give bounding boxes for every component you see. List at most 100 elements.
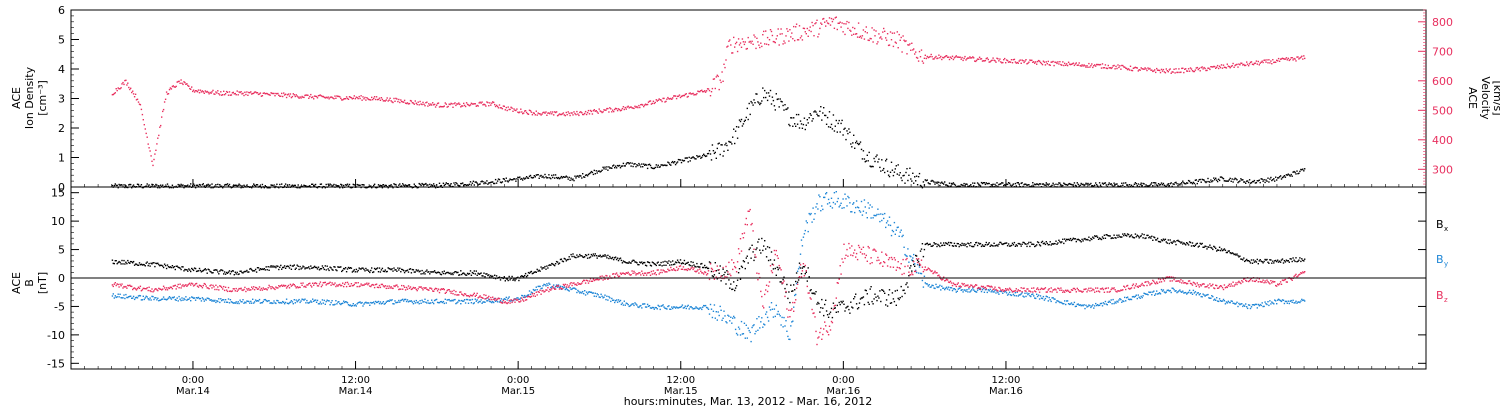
data-point [1278, 260, 1281, 262]
data-point [185, 269, 187, 271]
data-point [269, 187, 271, 189]
data-point [155, 297, 157, 299]
data-point [856, 142, 859, 145]
data-point [587, 291, 590, 293]
data-point [1124, 66, 1126, 68]
data-point [1047, 60, 1049, 63]
data-point [856, 308, 859, 310]
data-point [295, 186, 297, 188]
data-point [792, 38, 794, 40]
data-point [775, 274, 777, 276]
data-point [997, 58, 999, 60]
data-point [1070, 239, 1073, 242]
data-point [819, 27, 821, 30]
data-point [805, 124, 807, 126]
data-point [230, 187, 233, 189]
data-point [1243, 181, 1245, 183]
data-point [695, 94, 697, 96]
data-point [605, 168, 607, 170]
data-point [194, 90, 197, 92]
data-point [1294, 171, 1296, 174]
data-point [490, 274, 492, 277]
data-point [388, 184, 390, 187]
data-point [1037, 59, 1040, 62]
data-point [646, 261, 649, 263]
data-point [1282, 262, 1285, 264]
data-point [537, 174, 539, 176]
data-point [443, 184, 445, 187]
data-point [532, 176, 535, 179]
data-point [952, 288, 955, 290]
data-point [244, 91, 246, 93]
data-point [1176, 183, 1178, 185]
data-point [1217, 67, 1220, 70]
data-point [643, 303, 645, 305]
data-point [1252, 180, 1255, 183]
data-point [787, 107, 789, 109]
data-point [815, 22, 817, 24]
data-point [994, 245, 996, 247]
data-point [505, 296, 507, 299]
data-point [271, 184, 273, 186]
data-point [322, 185, 324, 188]
data-point [862, 150, 865, 152]
data-point [722, 80, 724, 82]
data-point [1277, 57, 1280, 60]
data-point [1107, 64, 1109, 67]
data-point [1156, 293, 1159, 295]
data-point [155, 183, 157, 186]
data-point [288, 302, 291, 304]
data-point [151, 160, 153, 162]
data-point [141, 299, 144, 301]
data-point [536, 289, 538, 291]
data-point [1259, 303, 1261, 306]
data-point [332, 97, 334, 99]
data-point [728, 315, 730, 317]
data-point [1301, 258, 1303, 260]
data-point [1096, 63, 1098, 66]
data-point [1021, 243, 1023, 245]
data-point [1239, 303, 1241, 306]
data-point [950, 57, 953, 59]
data-point [1158, 184, 1161, 186]
data-point [1112, 298, 1114, 301]
data-point [822, 112, 824, 114]
data-point [702, 154, 704, 157]
data-point [1079, 64, 1081, 67]
data-point [424, 298, 426, 300]
data-point [302, 186, 304, 188]
data-point [1111, 184, 1113, 186]
data-point [991, 244, 993, 247]
data-point [186, 83, 188, 85]
data-point [785, 108, 787, 111]
data-point [161, 185, 163, 188]
data-point [1206, 180, 1208, 183]
data-point [1194, 179, 1197, 181]
data-point [382, 270, 385, 272]
data-point [613, 164, 615, 166]
data-point [1241, 179, 1243, 181]
data-point [814, 110, 816, 112]
data-point [341, 302, 343, 305]
data-point [707, 308, 710, 310]
data-point [567, 178, 569, 180]
data-point [829, 24, 832, 26]
data-point [959, 56, 961, 58]
data-point [911, 42, 913, 44]
data-point [305, 185, 307, 187]
data-point [607, 254, 609, 257]
data-point [526, 274, 529, 277]
data-point [1293, 170, 1295, 173]
data-point [1029, 295, 1031, 297]
data-point [1047, 300, 1049, 302]
data-point [1129, 65, 1132, 67]
data-point [314, 266, 317, 269]
data-point [734, 130, 737, 132]
data-point [275, 266, 277, 269]
data-point [236, 185, 238, 187]
data-point [735, 126, 738, 128]
data-point [678, 159, 681, 161]
data-point [990, 60, 992, 62]
data-point [1155, 182, 1157, 184]
data-point [324, 97, 326, 99]
